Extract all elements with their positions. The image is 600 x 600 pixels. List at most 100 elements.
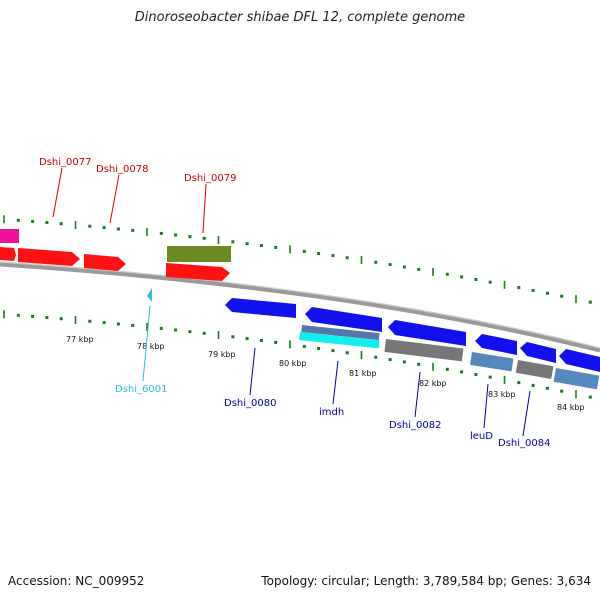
gene-dshi-0082[interactable]: [388, 320, 466, 346]
gene-dshi-0079[interactable]: [166, 263, 230, 281]
minor-tick: [488, 375, 492, 379]
minor-tick: [274, 340, 278, 344]
minor-tick: [45, 316, 49, 320]
gene-red-partial[interactable]: [0, 247, 16, 261]
gene-grey-1[interactable]: [384, 339, 464, 362]
minor-tick: [59, 222, 63, 226]
minor-tick: [402, 265, 406, 269]
minor-tick: [517, 381, 521, 385]
tick-label-82: 82 kbp: [419, 379, 447, 388]
reverse-tick-row: [3, 310, 592, 399]
minor-tick: [317, 251, 321, 255]
tick-label-79: 79 kbp: [208, 350, 236, 359]
minor-tick: [88, 319, 92, 323]
minor-tick: [174, 233, 178, 237]
minor-tick: [388, 263, 392, 267]
minor-tick: [259, 243, 263, 247]
label-dshi-0077[interactable]: Dshi_0077: [39, 157, 91, 168]
minor-tick: [460, 275, 464, 279]
tick-label-84: 84 kbp: [557, 403, 585, 412]
minor-tick: [245, 242, 249, 246]
tick-label-78: 78 kbp: [137, 342, 165, 351]
minor-tick: [174, 328, 178, 332]
minor-tick: [102, 226, 106, 230]
gene-leuD[interactable]: [475, 334, 517, 355]
minor-tick: [417, 267, 421, 271]
rna-marker[interactable]: [147, 288, 152, 302]
minor-tick: [302, 344, 306, 348]
minor-tick: [116, 227, 120, 231]
minor-tick: [560, 294, 564, 298]
minor-tick: [560, 389, 564, 393]
gene-dshi-0078[interactable]: [84, 254, 126, 271]
gene-dshi-0077[interactable]: [18, 248, 80, 266]
minor-tick: [245, 337, 249, 341]
minor-tick: [417, 362, 421, 366]
label-dshi-0082[interactable]: Dshi_0082: [389, 420, 441, 431]
minor-tick: [445, 272, 449, 276]
gene-imdh-sub-cyan[interactable]: [299, 332, 380, 349]
minor-tick: [374, 260, 378, 264]
minor-tick: [45, 221, 49, 225]
minor-tick: [345, 351, 349, 355]
label-dshi-0078[interactable]: Dshi_0078: [96, 164, 148, 175]
minor-tick: [31, 219, 35, 223]
minor-tick: [159, 326, 163, 330]
label-imdh[interactable]: imdh: [319, 407, 344, 418]
gene-dshi-0084[interactable]: [520, 342, 556, 363]
minor-tick: [474, 277, 478, 281]
map-title: Dinoroseobacter shibae DFL 12, complete …: [134, 10, 466, 25]
minor-tick: [231, 335, 235, 339]
minor-tick: [402, 360, 406, 364]
gene-grey-2[interactable]: [515, 360, 554, 380]
minor-tick: [488, 280, 492, 284]
label-dshi-0079[interactable]: Dshi_0079: [184, 173, 236, 184]
minor-tick: [102, 321, 106, 325]
minor-tick: [131, 228, 135, 232]
minor-tick: [531, 288, 535, 292]
gene-imdh[interactable]: [305, 307, 382, 332]
forward-genes: [0, 229, 231, 281]
reverse-genes: [225, 298, 600, 390]
minor-tick: [345, 256, 349, 260]
label-dshi-0080[interactable]: Dshi_0080: [224, 398, 276, 409]
label-dshi-6001[interactable]: Dshi_6001: [115, 384, 167, 395]
minor-tick: [59, 317, 63, 321]
forward-gene-labels: [52, 167, 207, 234]
gene-imdh-sub-grey[interactable]: [301, 325, 380, 341]
minor-tick: [517, 286, 521, 290]
minor-tick: [202, 236, 206, 240]
tick-label-81: 81 kbp: [349, 369, 377, 378]
tick-label-83: 83 kbp: [488, 390, 516, 399]
forward-tick-row: [3, 215, 592, 304]
minor-tick: [445, 367, 449, 371]
minor-tick: [317, 346, 321, 350]
minor-tick: [302, 249, 306, 253]
minor-tick: [131, 323, 135, 327]
gene-blue-partial[interactable]: [559, 349, 600, 372]
minor-tick: [588, 395, 592, 399]
minor-tick: [460, 370, 464, 374]
minor-tick: [374, 355, 378, 359]
minor-tick: [331, 349, 335, 353]
tick-labels: 77 kbp 78 kbp 79 kbp 80 kbp 81 kbp 82 kb…: [66, 335, 585, 412]
minor-tick: [188, 235, 192, 239]
minor-tick: [388, 358, 392, 362]
label-dshi-0084[interactable]: Dshi_0084: [498, 438, 550, 449]
gene-dshi-0080[interactable]: [225, 298, 296, 318]
minor-tick: [16, 218, 20, 222]
minor-tick: [545, 386, 549, 390]
tick-label-80: 80 kbp: [279, 359, 307, 368]
gene-magenta[interactable]: [0, 229, 19, 243]
minor-tick: [31, 314, 35, 318]
minor-tick: [116, 322, 120, 326]
tick-label-77: 77 kbp: [66, 335, 94, 344]
label-leuD[interactable]: leuD: [470, 431, 493, 442]
minor-tick: [531, 383, 535, 387]
gene-steel-blue-2[interactable]: [553, 367, 600, 390]
gene-steel-blue-1[interactable]: [469, 352, 514, 372]
genome-backbone: [0, 261, 600, 353]
genome-summary-text: Topology: circular; Length: 3,789,584 bp…: [261, 574, 591, 588]
gene-olive[interactable]: [167, 246, 231, 262]
